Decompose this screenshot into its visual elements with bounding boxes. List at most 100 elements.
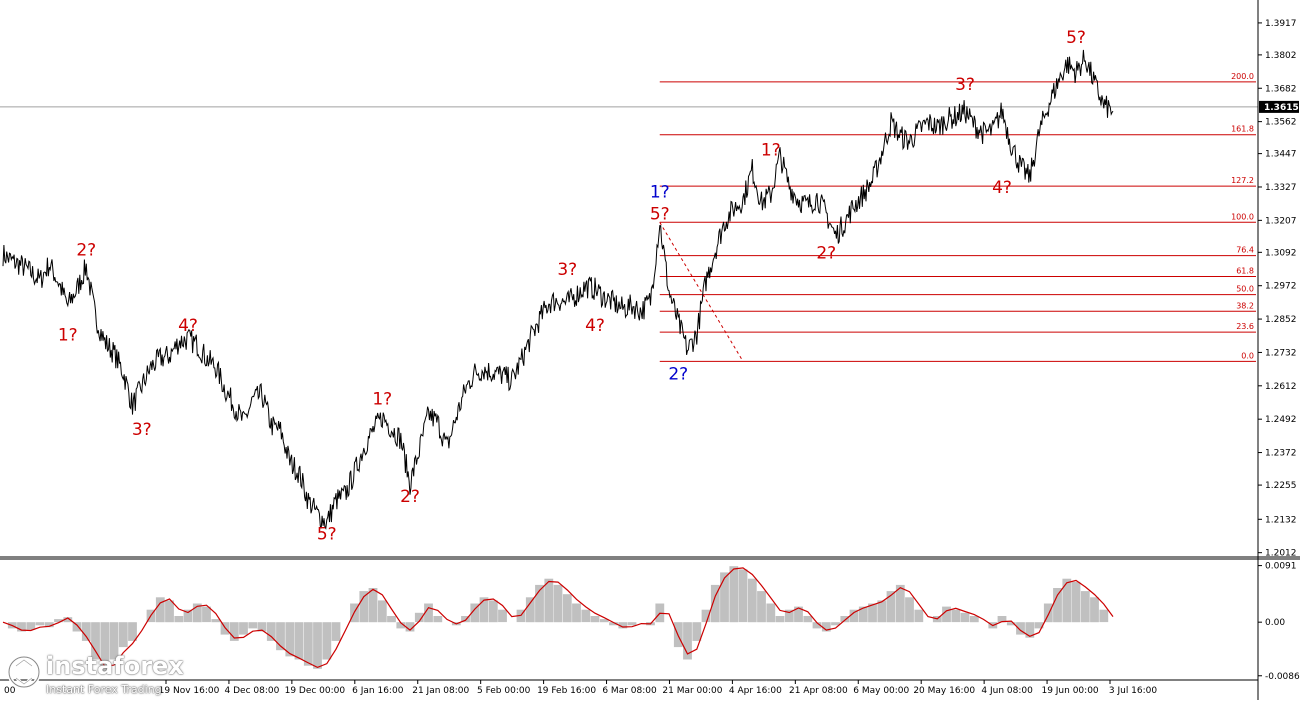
osc-bar — [849, 609, 859, 623]
osc-bar — [969, 616, 979, 623]
osc-bar — [1099, 609, 1109, 623]
osc-bar — [303, 622, 313, 666]
y-tick-label: 1.2255 — [1265, 481, 1297, 491]
osc-bar — [683, 622, 692, 660]
osc-bar — [544, 578, 554, 623]
osc-tick-label: -0.00862 — [1265, 672, 1300, 682]
x-tick-label: 6 Mar 08:00 — [602, 686, 657, 696]
osc-bar — [868, 603, 877, 623]
osc-bar — [488, 600, 498, 623]
osc-bar — [794, 606, 803, 623]
x-tick-label: 19 Nov 16:00 — [159, 686, 220, 696]
osc-bar — [877, 600, 887, 623]
wave-label: 4? — [585, 316, 605, 336]
wave-label: 3? — [557, 260, 577, 280]
osc-bar — [886, 591, 896, 623]
watermark-name: instaforex — [46, 652, 184, 680]
osc-bar — [377, 600, 387, 623]
y-tick-label: 1.2972 — [1265, 282, 1297, 292]
osc-bar — [396, 622, 406, 629]
fib-level-label: 23.6 — [1236, 322, 1254, 331]
y-tick-label: 1.3447 — [1265, 150, 1297, 160]
osc-bar — [784, 609, 794, 623]
osc-bar — [757, 591, 766, 623]
osc-bar — [1090, 597, 1099, 623]
y-tick-label: 1.2132 — [1265, 515, 1297, 525]
fib-level-label: 100.0 — [1231, 212, 1254, 221]
x-tick-label: 4 Jun 08:00 — [981, 686, 1033, 696]
osc-bar — [424, 603, 433, 623]
y-tick-label: 1.2372 — [1265, 449, 1297, 459]
osc-bar — [359, 591, 369, 623]
price-series-line — [2, 49, 1114, 530]
osc-bar — [155, 597, 165, 623]
osc-bar — [1025, 622, 1035, 638]
wave-label: 3? — [955, 75, 975, 95]
osc-bar — [1034, 622, 1044, 629]
osc-bar — [831, 622, 840, 626]
osc-bar — [766, 603, 776, 623]
x-tick-label: 19 Jun 00:00 — [1041, 686, 1098, 696]
osc-bar — [1071, 581, 1081, 623]
osc-bar — [368, 588, 378, 623]
osc-bar — [960, 612, 970, 623]
osc-bar — [914, 609, 924, 623]
osc-bar — [951, 609, 961, 623]
osc-bar — [942, 606, 951, 623]
y-tick-label: 1.3327 — [1265, 183, 1297, 193]
wave-label: 2? — [76, 241, 96, 261]
osc-bar — [100, 622, 110, 672]
osc-bar — [1080, 591, 1090, 623]
osc-bar — [821, 622, 831, 632]
osc-bar — [276, 622, 285, 651]
x-tick-label: 21 Mar 00:00 — [662, 686, 722, 696]
x-tick-label: 21 Jan 08:00 — [412, 686, 469, 696]
osc-bar — [229, 622, 239, 641]
osc-bar — [91, 622, 100, 660]
fib-level-label: 76.4 — [1236, 246, 1254, 255]
osc-bar — [248, 622, 258, 629]
instaforex-watermark: instaforex Instant Forex Trading — [6, 652, 196, 698]
wave-label: 5? — [650, 205, 670, 225]
osc-bar — [729, 566, 739, 623]
osc-bar — [109, 622, 119, 660]
wave-label: 1? — [58, 325, 78, 345]
osc-bar — [239, 622, 248, 635]
fib-level-label: 0.0 — [1241, 351, 1254, 360]
osc-bar — [1062, 578, 1072, 623]
osc-bar — [599, 619, 609, 623]
osc-bar — [72, 622, 82, 632]
osc-bar — [405, 622, 415, 632]
osc-bar — [701, 609, 711, 623]
osc-bar — [803, 616, 813, 623]
osc-bar — [1053, 588, 1062, 623]
x-tick-fragment: 00 — [4, 686, 16, 696]
wave-label: 5? — [317, 524, 337, 544]
osc-bar — [1016, 622, 1025, 635]
osc-bar — [44, 622, 54, 628]
osc-bar — [118, 622, 128, 648]
wave-label: 1? — [650, 182, 670, 202]
osc-bar — [858, 606, 868, 623]
wave-label: 1? — [372, 389, 392, 409]
wave-label: 2? — [816, 243, 836, 263]
x-tick-label: 6 May 00:00 — [853, 686, 909, 696]
osc-bar — [470, 603, 480, 623]
osc-bar — [128, 622, 137, 641]
osc-bar — [553, 584, 563, 623]
osc-bar — [461, 616, 470, 623]
x-tick-label: 4 Dec 08:00 — [225, 686, 280, 696]
x-tick-label: 19 Feb 16:00 — [537, 686, 596, 696]
x-tick-label: 3 Jul 16:00 — [1109, 686, 1158, 696]
osc-bar — [202, 606, 211, 623]
osc-bar — [720, 572, 729, 623]
osc-tick-label: 0.0091 — [1265, 562, 1297, 572]
osc-bar — [738, 569, 748, 623]
osc-bar — [812, 622, 822, 629]
current-price-tag — [1259, 100, 1299, 113]
osc-bar — [414, 612, 424, 623]
osc-bar — [1043, 603, 1053, 623]
osc-bar — [35, 622, 45, 626]
